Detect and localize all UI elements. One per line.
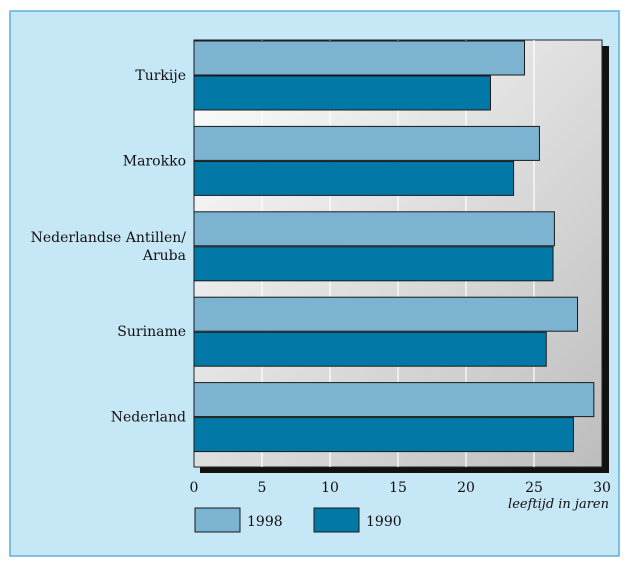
legend-swatch-1990 bbox=[314, 508, 359, 532]
x-tick-label: 15 bbox=[389, 480, 407, 496]
bar-1998-0 bbox=[194, 41, 524, 75]
category-label: Turkije bbox=[135, 68, 186, 84]
bar-1990-4 bbox=[194, 418, 573, 452]
x-tick-label: 25 bbox=[525, 480, 543, 496]
bar-1990-3 bbox=[194, 332, 546, 366]
bar-1990-1 bbox=[194, 161, 514, 195]
legend-label-1998: 1998 bbox=[247, 514, 283, 530]
category-label: Marokko bbox=[123, 153, 186, 169]
category-label: Nederlandse Antillen/ bbox=[31, 230, 187, 246]
bar-1998-3 bbox=[194, 297, 578, 331]
category-label: Aruba bbox=[142, 248, 186, 264]
x-tick-label: 5 bbox=[258, 480, 267, 496]
x-tick-label: 0 bbox=[190, 480, 199, 496]
legend-label-1990: 1990 bbox=[366, 514, 402, 530]
x-tick-label: 10 bbox=[321, 480, 339, 496]
category-label: Nederland bbox=[111, 410, 186, 426]
legend-swatch-1998 bbox=[195, 508, 240, 532]
bar-1998-1 bbox=[194, 126, 539, 160]
bar-1990-0 bbox=[194, 76, 490, 110]
category-label: Suriname bbox=[117, 324, 186, 340]
x-tick-label: 30 bbox=[593, 480, 611, 496]
bar-1998-4 bbox=[194, 383, 594, 417]
x-tick-label: 20 bbox=[457, 480, 475, 496]
bar-1990-2 bbox=[194, 247, 553, 281]
bar-1998-2 bbox=[194, 212, 554, 246]
x-axis-label: leeftijd in jaren bbox=[508, 497, 609, 512]
